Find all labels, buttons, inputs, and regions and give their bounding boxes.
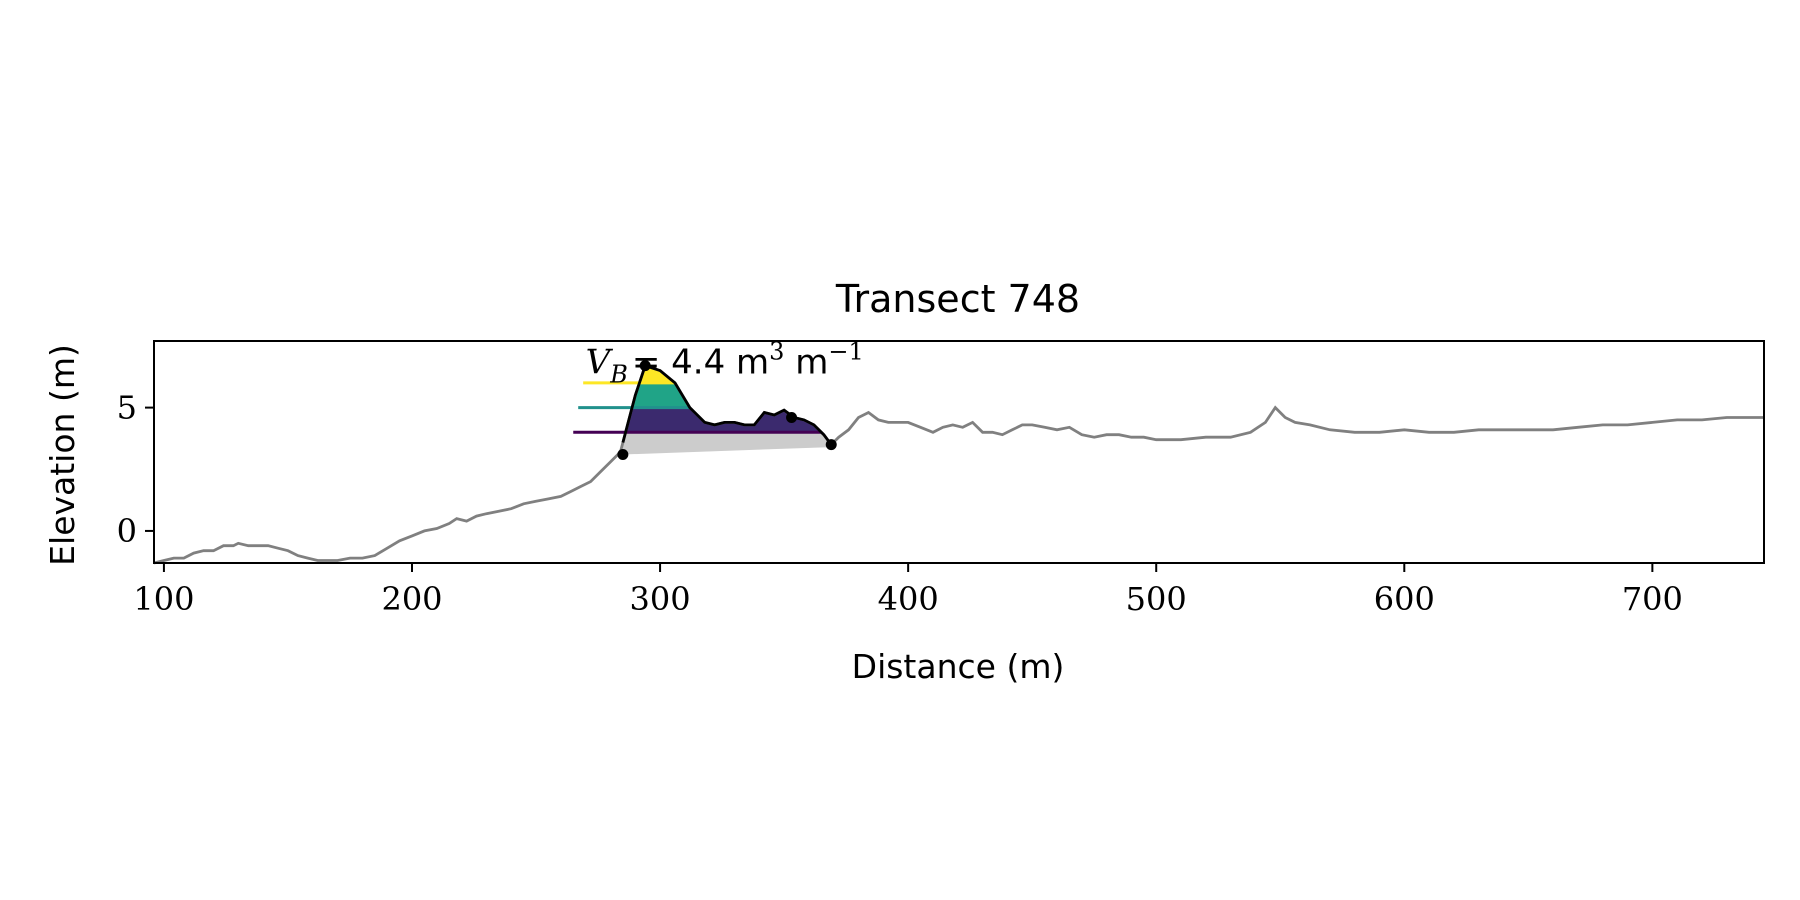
band-fill-1 xyxy=(626,407,821,433)
band-fill-3 xyxy=(640,365,675,383)
x-tick-label: 600 xyxy=(1374,580,1435,618)
y-axis-label: Elevation (m) xyxy=(43,344,82,566)
x-tick-label: 200 xyxy=(381,580,442,618)
annotation-subscript: B xyxy=(609,361,628,389)
y-tick-label: 5 xyxy=(117,389,137,427)
volume-annotation: VB = 4.4 m3 m−1 xyxy=(586,338,864,389)
x-axis-label: Distance (m) xyxy=(852,647,1065,686)
marker-point-1 xyxy=(617,448,629,460)
x-tick-label: 700 xyxy=(1622,580,1683,618)
chart-title: Transect 748 xyxy=(835,277,1080,321)
marker-point-2 xyxy=(639,360,651,372)
profile-line xyxy=(153,363,1764,565)
plot-area xyxy=(153,360,1764,565)
annotation-exponent-1: 3 xyxy=(769,338,784,366)
marker-point-4 xyxy=(825,439,837,451)
x-tick-label: 100 xyxy=(133,580,194,618)
marker-point-3 xyxy=(786,411,798,423)
plot-frame xyxy=(153,340,1765,564)
axis-ticks: 100 200 300 400 500 600 700 0 5 xyxy=(117,389,1683,618)
annotation-exponent-2: −1 xyxy=(828,338,863,366)
annotation-symbol: V xyxy=(586,343,614,383)
y-tick-label: 0 xyxy=(117,512,137,550)
band-fill-2 xyxy=(632,382,690,408)
x-tick-label: 300 xyxy=(630,580,691,618)
annotation-text: = 4.4 m xyxy=(632,343,769,383)
annotation-unit-mid: m xyxy=(784,343,828,383)
x-tick-label: 400 xyxy=(878,580,939,618)
highlight-line xyxy=(621,363,833,446)
x-tick-label: 500 xyxy=(1126,580,1187,618)
